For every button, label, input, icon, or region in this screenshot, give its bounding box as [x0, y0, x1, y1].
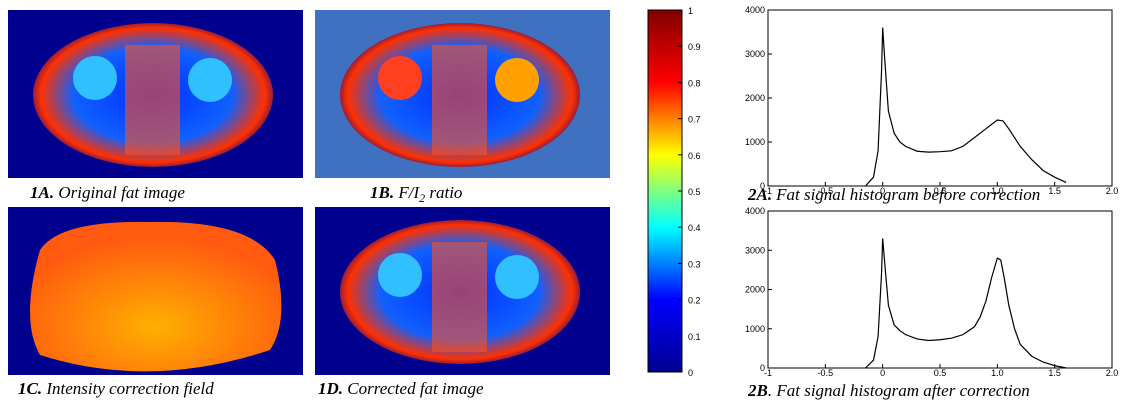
caption-text: Original fat image [58, 183, 185, 202]
caption-label: 1A. [30, 183, 54, 202]
tick-label: 0 [688, 368, 693, 378]
x-tick-label: 0.5 [934, 186, 947, 196]
x-tick-label: 2.0 [1106, 186, 1119, 196]
y-tick-label: 4000 [745, 206, 765, 216]
tick-label: 0.5 [688, 187, 701, 197]
x-tick-label: -0.5 [818, 368, 834, 378]
x-tick-label: 1.5 [1048, 368, 1061, 378]
y-tick-label: 4000 [745, 5, 765, 15]
axes [767, 9, 1113, 187]
tick-label: 0.1 [688, 332, 701, 342]
tick-label: 0.8 [688, 78, 701, 88]
caption-subscript: 2 [419, 191, 425, 205]
x-tick-label: 1.5 [1048, 186, 1061, 196]
caption: 1C. Intensity correction field [18, 379, 214, 398]
x-tick-label: -1 [764, 368, 772, 378]
image-1d [315, 207, 610, 375]
tick-label: 0.9 [688, 42, 701, 52]
caption-text: Fat signal histogram before correction [775, 185, 1040, 204]
caption: 1B. F/I2 ratio [370, 183, 462, 205]
axes [767, 210, 1113, 369]
caption-label: 1D. [318, 379, 343, 398]
caption-text: F/I [397, 183, 420, 202]
x-tick-label: 0.5 [934, 368, 947, 378]
caption-text: Intensity correction field [45, 379, 214, 398]
y-tick-label: 1000 [745, 137, 765, 147]
x-tick-label: 0 [880, 186, 885, 196]
caption-label: 1C. [18, 379, 42, 398]
histogram-line [865, 27, 1067, 187]
x-tick-label: 1.0 [991, 186, 1004, 196]
tick-label: 0.3 [688, 259, 701, 269]
x-tick-label: 1.0 [991, 368, 1004, 378]
y-tick-label: 2000 [745, 93, 765, 103]
y-tick-label: 0 [760, 181, 765, 191]
x-tick-label: -0.5 [818, 186, 834, 196]
y-tick-label: 3000 [745, 245, 765, 255]
tick-label: 0.7 [688, 115, 701, 125]
caption-label: 2A. [747, 185, 772, 204]
y-tick-label: 0 [760, 363, 765, 373]
tick-label: 1 [688, 6, 693, 16]
tick-label: 0.2 [688, 296, 701, 306]
x-tick-label: -1 [764, 186, 772, 196]
x-tick-label: 2.0 [1106, 368, 1119, 378]
caption: 1A. Original fat image [30, 183, 185, 202]
tick-label: 0.4 [688, 223, 701, 233]
colorbar [647, 9, 683, 373]
image-1a [8, 10, 303, 178]
image-1b [315, 10, 610, 178]
y-tick-label: 1000 [745, 324, 765, 334]
caption: 2A. Fat signal histogram before correctio… [747, 185, 1040, 204]
tick-label: 0.6 [688, 151, 701, 161]
x-tick-label: 0 [880, 368, 885, 378]
caption-label: 1B. [370, 183, 394, 202]
caption-text: Corrected fat image [347, 379, 484, 398]
caption-label: 2B [747, 381, 768, 400]
y-tick-label: 3000 [745, 49, 765, 59]
caption: 1D. Corrected fat image [318, 379, 484, 398]
image-1c [8, 207, 303, 375]
caption-text: ratio [425, 183, 462, 202]
histogram-line [865, 238, 1067, 369]
caption: 2B. Fat signal histogram after correctio… [747, 381, 1030, 400]
y-tick-label: 2000 [745, 285, 765, 295]
caption-text: . Fat signal histogram after correction [768, 381, 1030, 400]
